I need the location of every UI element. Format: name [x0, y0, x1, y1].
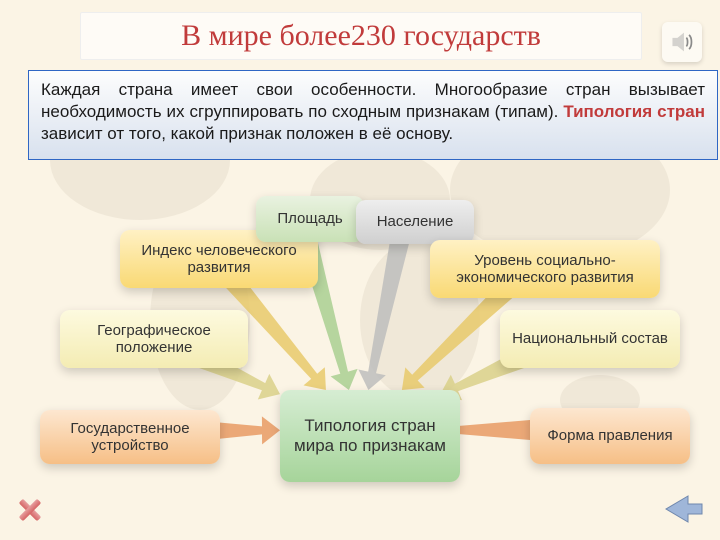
diagram-node-gov: Государственное устройство	[40, 410, 220, 464]
diagram-node-econ: Уровень социально-экономического развити…	[430, 240, 660, 298]
close-button[interactable]	[14, 494, 46, 526]
description-highlight: Типология стран	[563, 102, 705, 121]
description-text-post: зависит от того, какой признак положен в…	[41, 124, 453, 143]
diagram-node-form: Форма правления	[530, 408, 690, 464]
diagram-node-nat: Национальный состав	[500, 310, 680, 368]
diagram-center: Типология стран мира по признакам	[280, 390, 460, 482]
description-box: Каждая страна имеет свои особенности. Мн…	[28, 70, 718, 160]
diagram-node-geo: Географическое положение	[60, 310, 248, 368]
audio-icon[interactable]	[662, 22, 702, 62]
diagram-node-pop: Население	[356, 200, 474, 244]
slide-title: В мире более230 государств	[80, 12, 642, 60]
diagram-node-area: Площадь	[256, 196, 364, 242]
back-button[interactable]	[660, 492, 706, 526]
slide-stage: В мире более230 государств Каждая страна…	[0, 0, 720, 540]
